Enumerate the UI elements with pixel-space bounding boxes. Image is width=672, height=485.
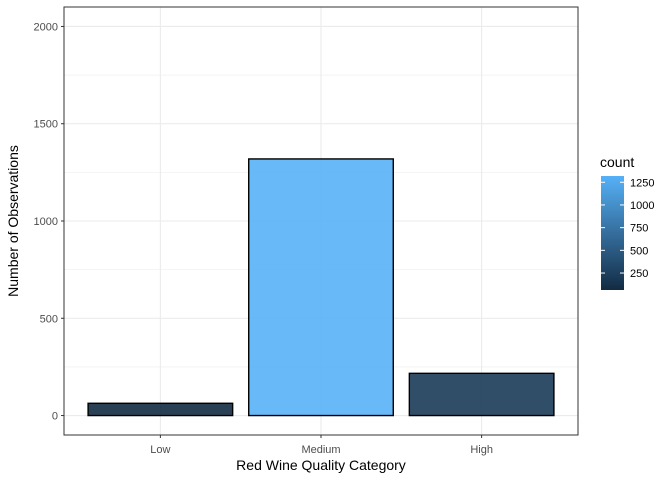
y-tick-label: 2000 <box>34 21 58 33</box>
y-tick-label: 500 <box>40 313 58 325</box>
bar-low <box>87 402 234 417</box>
bars <box>87 158 555 417</box>
x-tick-label-low: Low <box>150 444 170 456</box>
x-tick-label-medium: Medium <box>301 444 340 456</box>
x-axis-title: Red Wine Quality Category <box>236 457 406 473</box>
x-tick-label-high: High <box>470 444 493 456</box>
legend-breaks: 250 500 750 1000 1250 <box>601 177 654 280</box>
legend-break-label: 500 <box>630 245 648 257</box>
bar-medium <box>248 158 394 417</box>
y-tick-label: 1500 <box>34 119 58 131</box>
y-axis-ticks: 0 500 1000 1500 2000 <box>34 21 64 423</box>
x-axis-ticks: Low Medium High <box>150 435 493 456</box>
y-tick-label: 1000 <box>34 216 58 228</box>
legend-title: count <box>600 154 634 170</box>
y-tick-label: 0 <box>52 411 58 423</box>
legend-break-label: 1000 <box>630 200 654 212</box>
legend-break-label: 750 <box>630 223 648 235</box>
legend-break-label: 250 <box>630 268 648 280</box>
legend-colorbar <box>601 176 624 290</box>
fill-legend: count 250 500 750 1000 1250 <box>600 154 654 290</box>
y-axis-title: Number of Observations <box>5 145 21 297</box>
legend-break-label: 1250 <box>630 177 654 189</box>
bar-high <box>408 372 555 417</box>
